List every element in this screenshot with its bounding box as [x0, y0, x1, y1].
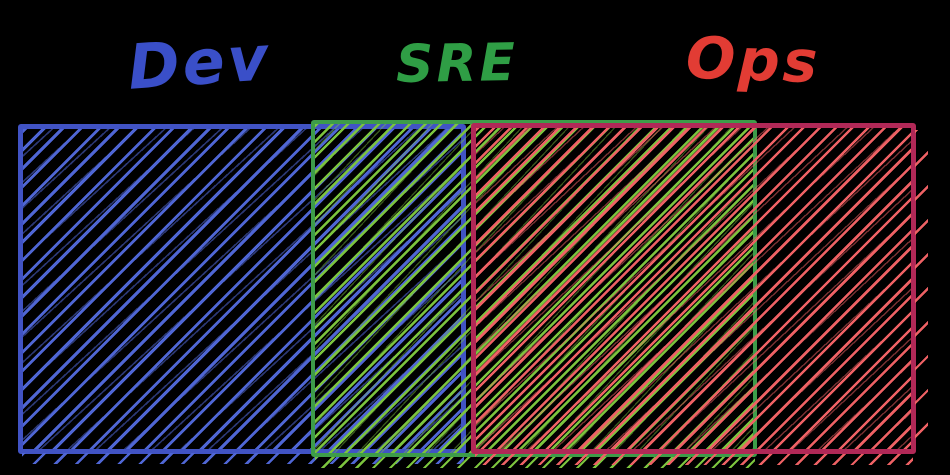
- ops-hatch-overshoot-right: [915, 130, 928, 450]
- ops-set-rectangle: [471, 123, 916, 454]
- sre-label: SRE: [395, 32, 519, 96]
- sre-hatch-overshoot-bottom: [315, 457, 755, 468]
- dev-label: Dev: [125, 21, 274, 104]
- ops-label: Ops: [684, 23, 822, 97]
